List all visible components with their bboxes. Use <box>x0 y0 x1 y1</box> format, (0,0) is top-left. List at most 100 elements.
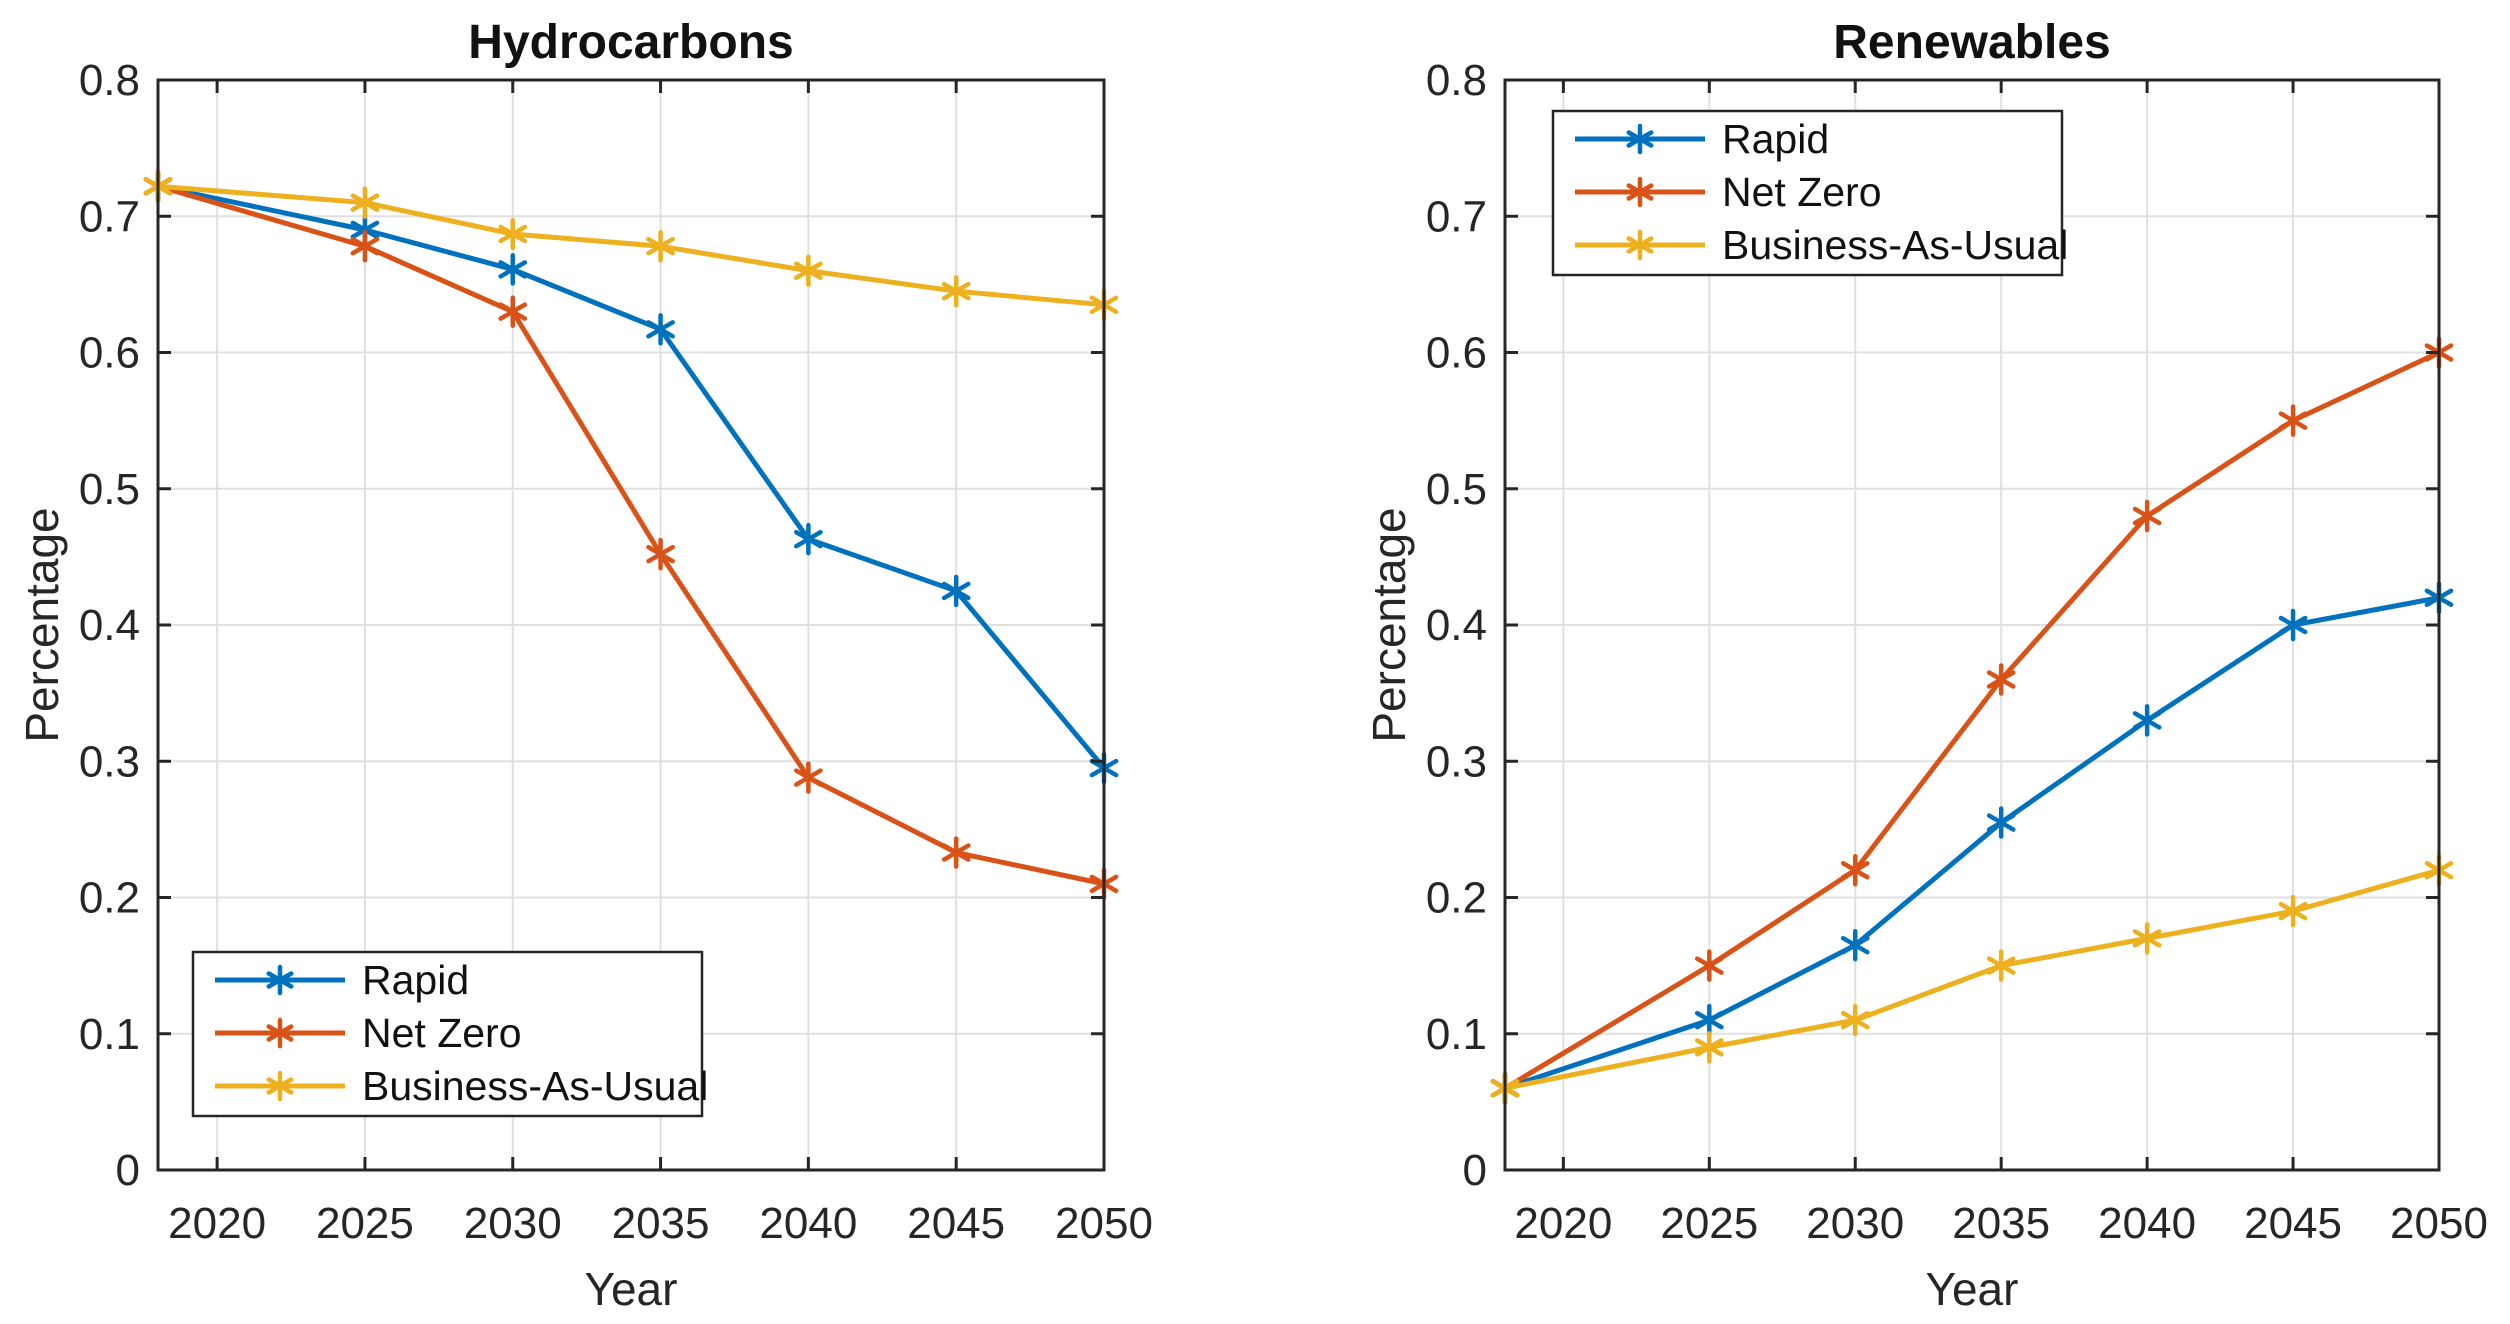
x-tick-label: 2030 <box>1806 1199 1904 1248</box>
legend-label: Business-As-Usual <box>1722 222 2068 268</box>
x-axis-label: Year <box>1926 1263 2019 1315</box>
legend-marker <box>266 964 294 996</box>
x-tick-label: 2020 <box>1514 1199 1612 1248</box>
legend-marker <box>266 1070 294 1102</box>
x-tick-label: 2030 <box>464 1199 562 1248</box>
legend-label: Rapid <box>1722 116 1829 162</box>
legend-label: Net Zero <box>1722 169 1882 215</box>
series-net-zero-marker <box>1694 949 1724 982</box>
y-tick-label: 0.3 <box>1426 737 1487 786</box>
x-tick-label: 2035 <box>612 1199 710 1248</box>
y-tick-label: 0.1 <box>1426 1010 1487 1059</box>
series-rapid-marker <box>2278 608 2308 642</box>
legend-label: Net Zero <box>362 1010 522 1056</box>
series-business-as-usual-line <box>1504 867 2440 1091</box>
y-tick-label: 0.8 <box>1426 56 1487 105</box>
y-tick-label: 0.6 <box>1426 329 1487 378</box>
y-tick-label: 0.6 <box>79 329 140 378</box>
legend-label: Rapid <box>362 957 469 1003</box>
x-tick-label: 2025 <box>316 1199 414 1248</box>
x-axis-label: Year <box>585 1263 678 1315</box>
series-rapid-marker <box>941 574 971 608</box>
series-rapid-line <box>157 183 1106 770</box>
legend-entry-business-as-usual: Business-As-Usual <box>1575 222 2068 268</box>
series-rapid-line <box>1504 595 2440 1091</box>
series-rapid <box>1490 581 2454 1105</box>
plot-border <box>156 78 1106 1172</box>
legend-marker <box>266 1017 294 1049</box>
x-tick-label: 2050 <box>1055 1199 1153 1248</box>
y-tick-label: 0.1 <box>79 1010 140 1059</box>
legend-marker <box>1626 229 1654 261</box>
hydrocarbons-chart: 2020 2025 2030 2035 2040 2045 2050 0 0.1 0.2 0.3 0.… <box>16 16 1153 1315</box>
y-tick-label: 0.7 <box>79 192 140 241</box>
series-business-as-usual-marker <box>2132 922 2162 955</box>
legend-label: Business-As-Usual <box>362 1063 708 1109</box>
y-tick-label: 0.2 <box>1426 874 1487 923</box>
legend-entry-net-zero: Net Zero <box>215 1010 522 1056</box>
series-net-zero-marker <box>1840 854 1870 887</box>
x-tick-label: 2025 <box>1660 1199 1758 1248</box>
series-net-zero <box>1490 336 2454 1105</box>
y-axis-label: Percentage <box>16 507 68 742</box>
y-tick-label: 0.4 <box>1426 601 1487 650</box>
legend-entry-business-as-usual: Business-As-Usual <box>215 1063 708 1109</box>
legend-entry-net-zero: Net Zero <box>1575 169 1882 215</box>
series-business-as-usual-marker <box>350 186 380 219</box>
series-business-as-usual-marker <box>646 229 675 263</box>
series-business-as-usual-marker <box>1694 1031 1724 1064</box>
series-rapid-marker <box>794 522 823 556</box>
y-tick-label: 0.7 <box>1426 192 1487 241</box>
chart-title: Hydrocarbons <box>468 16 793 69</box>
y-tick-label: 0 <box>116 1146 140 1195</box>
legend-entry-rapid: Rapid <box>215 957 469 1003</box>
plot-border <box>1503 78 2441 1172</box>
series-rapid-marker <box>1694 1003 1724 1037</box>
series-business-as-usual-marker <box>794 254 823 287</box>
y-tick-label: 0.5 <box>79 465 140 514</box>
series-business-as-usual-marker <box>498 217 528 251</box>
x-tick-label: 2050 <box>2390 1199 2488 1248</box>
series-business-as-usual-marker <box>2278 894 2308 928</box>
x-tick-label: 2035 <box>1952 1199 2050 1248</box>
series-net-zero-marker <box>1986 663 2016 696</box>
y-tick-label: 0 <box>1463 1146 1487 1195</box>
y-axis-label: Percentage <box>1363 507 1415 742</box>
series-net-zero-marker <box>2278 404 2308 437</box>
series-net-zero-marker <box>350 229 380 263</box>
series-net-zero-marker <box>498 295 528 328</box>
renewables-chart: 2020 2025 2030 2035 2040 2045 2050 0 0.1 0.2 0.3 0.… <box>1363 16 2488 1315</box>
series-business-as-usual-marker <box>1840 1003 1870 1037</box>
series-business-as-usual-marker <box>1986 949 2016 982</box>
y-tick-label: 0.2 <box>79 874 140 923</box>
legend: Rapid Net Zero Business-As-Usual <box>1551 109 2068 277</box>
y-tick-label: 0.8 <box>79 56 140 105</box>
series-net-zero-marker <box>941 836 971 869</box>
chart-title: Renewables <box>1833 16 2110 69</box>
series-net-zero <box>143 170 1119 901</box>
x-tick-label: 2045 <box>2244 1199 2342 1248</box>
series-rapid-marker <box>498 253 528 286</box>
x-tick-label: 2020 <box>168 1199 266 1248</box>
legend-marker <box>1626 176 1654 208</box>
series-rapid-marker <box>1986 806 2016 839</box>
series-business-as-usual-marker <box>941 274 971 308</box>
gridlines <box>158 79 1105 1171</box>
x-tick-label: 2040 <box>2098 1199 2196 1248</box>
series-net-zero-marker <box>2132 499 2162 533</box>
series-business-as-usual <box>1490 854 2454 1105</box>
series-rapid-marker <box>1840 928 1870 962</box>
y-tick-label: 0.4 <box>79 601 140 650</box>
y-tick-label: 0.3 <box>79 737 140 786</box>
x-tick-label: 2045 <box>907 1199 1005 1248</box>
series-rapid-marker <box>646 313 675 346</box>
series-net-zero-marker <box>794 761 823 794</box>
legend: Rapid Net Zero Business-As-Usual <box>191 950 708 1118</box>
series-rapid <box>143 170 1119 785</box>
y-tick-label: 0.5 <box>1426 465 1487 514</box>
series-rapid-marker <box>2132 704 2162 737</box>
series-net-zero-marker <box>646 537 675 571</box>
legend-marker <box>1626 123 1654 155</box>
